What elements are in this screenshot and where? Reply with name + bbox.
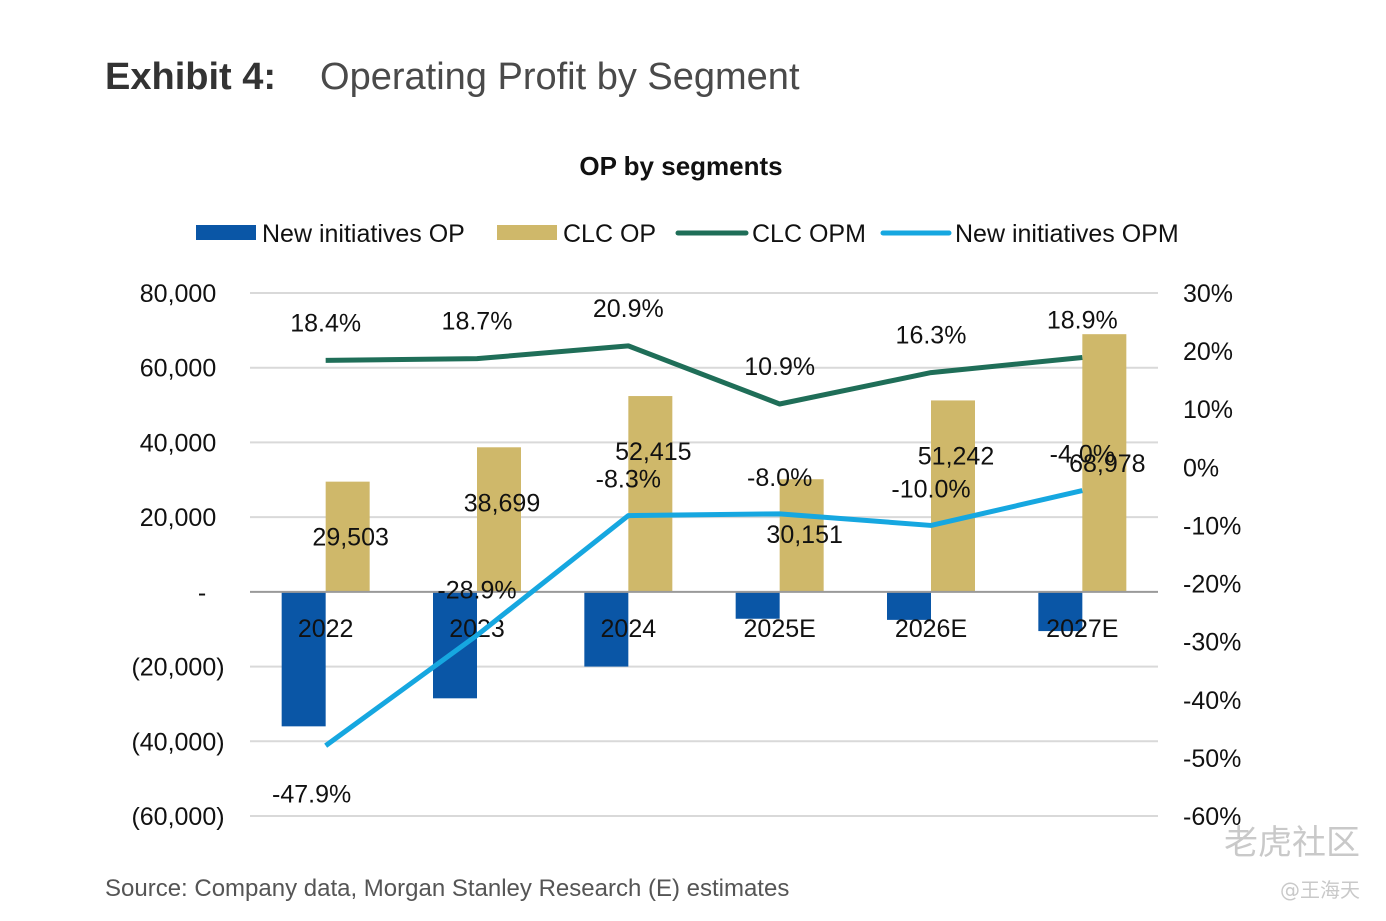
- exhibit-label: Exhibit 4:: [105, 56, 277, 98]
- category-labels: 2022 2023 2024 2025E 2026E 2027E: [298, 615, 1119, 643]
- bar: [735, 591, 780, 619]
- left-tick-label: (60,000): [131, 803, 224, 831]
- watermark-brand: 老虎社区: [1224, 823, 1360, 863]
- bar: [628, 396, 673, 592]
- right-tick-label: -30%: [1183, 629, 1241, 657]
- left-tick-label: (20,000): [131, 654, 224, 682]
- right-tick-label: -40%: [1183, 687, 1241, 715]
- legend-swatch: [196, 225, 256, 240]
- bar: [325, 481, 370, 592]
- exhibit-title: Exhibit 4: Operating Profit by Segment: [105, 56, 800, 99]
- bar: [887, 591, 931, 620]
- category-label: 2027E: [1046, 615, 1118, 643]
- line-data-label: -4.0%: [1050, 441, 1115, 469]
- chart-bars: [281, 334, 1127, 727]
- line-data-label: -8.3%: [596, 466, 661, 494]
- bar-data-label: 38,699: [464, 489, 540, 517]
- chart-legend: New initiatives OP CLC OP CLC OPM New initi…: [196, 220, 1179, 248]
- left-tick-label: -: [198, 579, 206, 607]
- line-data-label: -28.9%: [437, 576, 516, 604]
- bar-data-label: 68,978: [1069, 450, 1145, 478]
- series-line: [325, 343, 1083, 407]
- left-tick-label: 20,000: [140, 504, 216, 532]
- right-tick-label: -10%: [1183, 512, 1241, 540]
- watermark-user: @王海天: [1280, 878, 1360, 902]
- left-y-axis: 80,000 60,000 40,000 20,000 - (20,000) (40,000…: [131, 280, 224, 831]
- right-tick-label: 30%: [1183, 280, 1233, 308]
- category-label: 2026E: [895, 615, 967, 643]
- bar: [584, 591, 629, 667]
- legend-label: New initiatives OP: [262, 220, 465, 248]
- category-label: 2025E: [744, 615, 816, 643]
- line-data-label: -10.0%: [891, 475, 970, 503]
- left-tick-label: 40,000: [140, 429, 216, 457]
- right-tick-label: 20%: [1183, 338, 1233, 366]
- bar: [433, 591, 477, 699]
- bar: [779, 479, 824, 592]
- watermark: 老虎社区 @王海天: [1224, 815, 1360, 903]
- legend-label: CLC OPM: [752, 220, 866, 248]
- chart-lines: [324, 343, 1083, 748]
- left-tick-label: 80,000: [140, 280, 216, 308]
- line-data-label: 16.3%: [896, 322, 967, 350]
- category-label: 2022: [298, 615, 354, 643]
- chart-data-labels: 29,503 38,699 52,415 30,151 51,242 68,978 18.4…: [272, 295, 1146, 809]
- line-data-label: 20.9%: [593, 295, 664, 323]
- right-tick-label: 10%: [1183, 396, 1233, 424]
- chart-title: OP by segments: [579, 151, 782, 181]
- bar-data-label: 51,242: [918, 442, 994, 470]
- chart-gridlines: [250, 292, 1158, 817]
- bar: [1038, 591, 1083, 632]
- right-tick-label: -60%: [1183, 803, 1241, 831]
- line-data-label: 18.7%: [442, 308, 513, 336]
- left-tick-label: 60,000: [140, 355, 216, 383]
- bar: [931, 400, 975, 592]
- exhibit-title-text: Operating Profit by Segment: [320, 56, 800, 98]
- right-tick-label: -50%: [1183, 745, 1241, 773]
- right-tick-label: 0%: [1183, 454, 1219, 482]
- category-label: 2024: [601, 615, 657, 643]
- left-tick-label: (40,000): [131, 728, 224, 756]
- line-data-label: -47.9%: [272, 781, 351, 809]
- bar-data-label: 52,415: [615, 438, 691, 466]
- line-data-label: 10.9%: [744, 353, 815, 381]
- bar: [477, 447, 521, 592]
- series-line: [324, 488, 1083, 748]
- right-tick-label: -20%: [1183, 571, 1241, 599]
- legend-label: CLC OP: [563, 220, 656, 248]
- source-note: Source: Company data, Morgan Stanley Res…: [105, 875, 790, 902]
- bar-data-label: 29,503: [312, 524, 388, 552]
- legend-label: New initiatives OPM: [955, 220, 1179, 248]
- legend-swatch: [497, 225, 557, 240]
- right-y-axis: 30% 20% 10% 0% -10% -20% -30% -40% -50% -60%: [1183, 280, 1241, 831]
- line-data-label: -8.0%: [747, 464, 812, 492]
- bar: [281, 591, 326, 727]
- bar: [1082, 334, 1127, 592]
- line-data-label: 18.9%: [1047, 307, 1118, 335]
- line-data-label: 18.4%: [290, 309, 361, 337]
- bar-data-label: 30,151: [766, 521, 842, 549]
